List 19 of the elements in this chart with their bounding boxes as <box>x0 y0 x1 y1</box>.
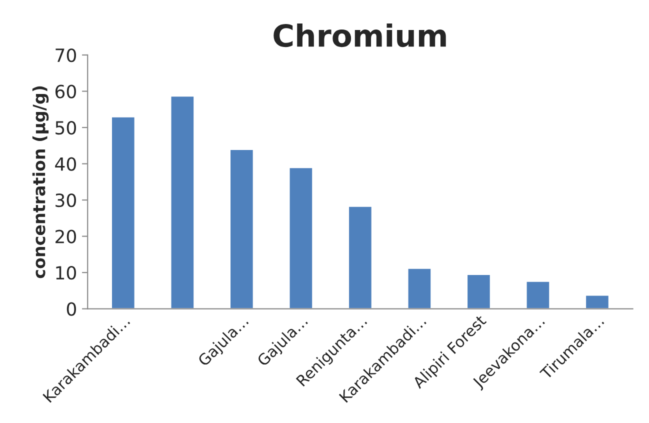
bar <box>110 116 136 309</box>
bar <box>348 205 373 309</box>
y-tick-label: 40 <box>55 157 76 171</box>
y-axis-title: concentration (µg/g) <box>32 86 49 278</box>
bar <box>229 148 254 309</box>
y-tick-label: 20 <box>56 230 76 244</box>
bar <box>406 267 432 309</box>
y-tick-label: 30 <box>56 193 76 208</box>
y-tick-label: 0 <box>66 302 76 316</box>
bar <box>170 95 195 309</box>
y-tick-label: 50 <box>56 120 76 135</box>
bar <box>525 280 551 309</box>
y-tick-label: 10 <box>56 266 76 280</box>
bar <box>584 294 610 309</box>
y-tick-label: 70 <box>56 48 76 62</box>
bar <box>288 166 314 309</box>
y-tick-label: 60 <box>55 84 76 98</box>
chart-title: Chromium <box>274 23 446 48</box>
bar <box>466 274 492 309</box>
